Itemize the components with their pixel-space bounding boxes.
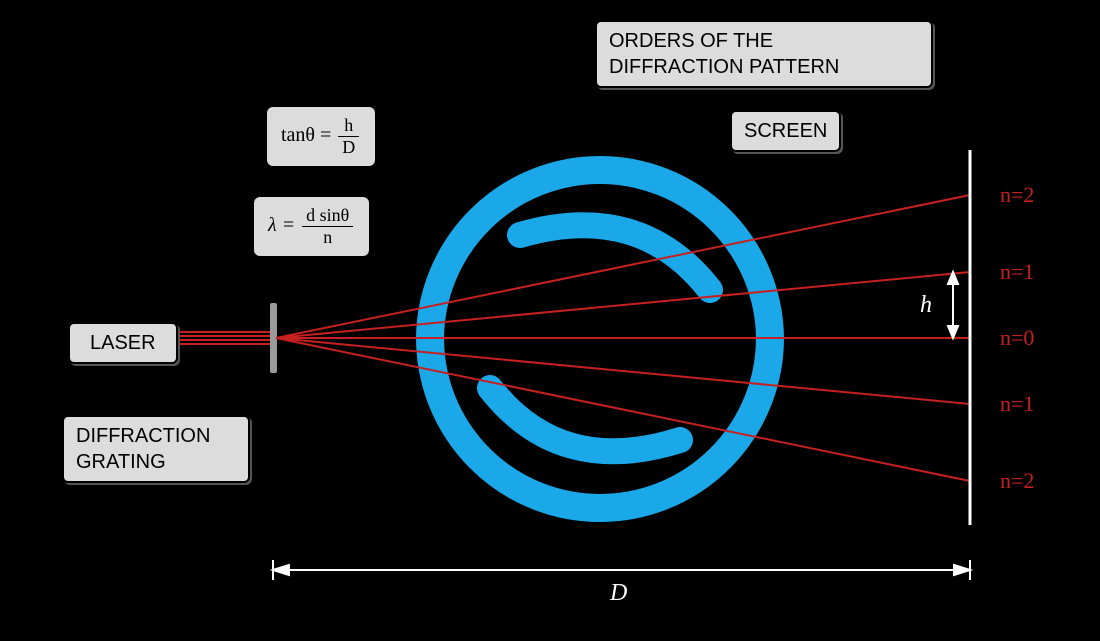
grating-label: DIFFRACTION GRATING: [62, 415, 250, 483]
tan-den: D: [338, 137, 359, 158]
tan-equation: tanθ = h D: [265, 105, 377, 168]
orders-label: ORDERS OF THE DIFFRACTION PATTERN: [595, 20, 933, 88]
screen-label: SCREEN: [730, 110, 841, 152]
lambda-lhs: λ =: [268, 214, 295, 236]
order-n1-bot: n=1: [1000, 391, 1034, 417]
order-n0: n=0: [1000, 325, 1034, 351]
d-dimension: [273, 560, 970, 580]
orders-label-text: ORDERS OF THE DIFFRACTION PATTERN: [609, 30, 839, 78]
laser-label-text: LASER: [90, 332, 156, 354]
laser-beam: [172, 332, 273, 344]
laser-label: LASER: [68, 322, 178, 364]
tan-lhs: tanθ =: [281, 124, 331, 146]
lambda-den: n: [302, 227, 353, 248]
order-n1-top: n=1: [1000, 259, 1034, 285]
grating-label-text: DIFFRACTION GRATING: [76, 425, 210, 473]
h-label: h: [920, 292, 932, 319]
d-label: D: [610, 580, 627, 607]
screen-label-text: SCREEN: [744, 120, 827, 142]
grating-bar: [270, 303, 277, 373]
beam-n1-top: [276, 272, 970, 338]
beam-n1-bot: [276, 338, 970, 404]
order-n2-bot: n=2: [1000, 468, 1034, 494]
order-n2-top: n=2: [1000, 182, 1034, 208]
tan-num: h: [338, 115, 359, 137]
h-dimension: [948, 272, 958, 338]
lambda-equation: λ = d sinθ n: [252, 195, 371, 258]
lambda-num: d sinθ: [302, 205, 353, 227]
diagram-svg: [0, 0, 1100, 641]
